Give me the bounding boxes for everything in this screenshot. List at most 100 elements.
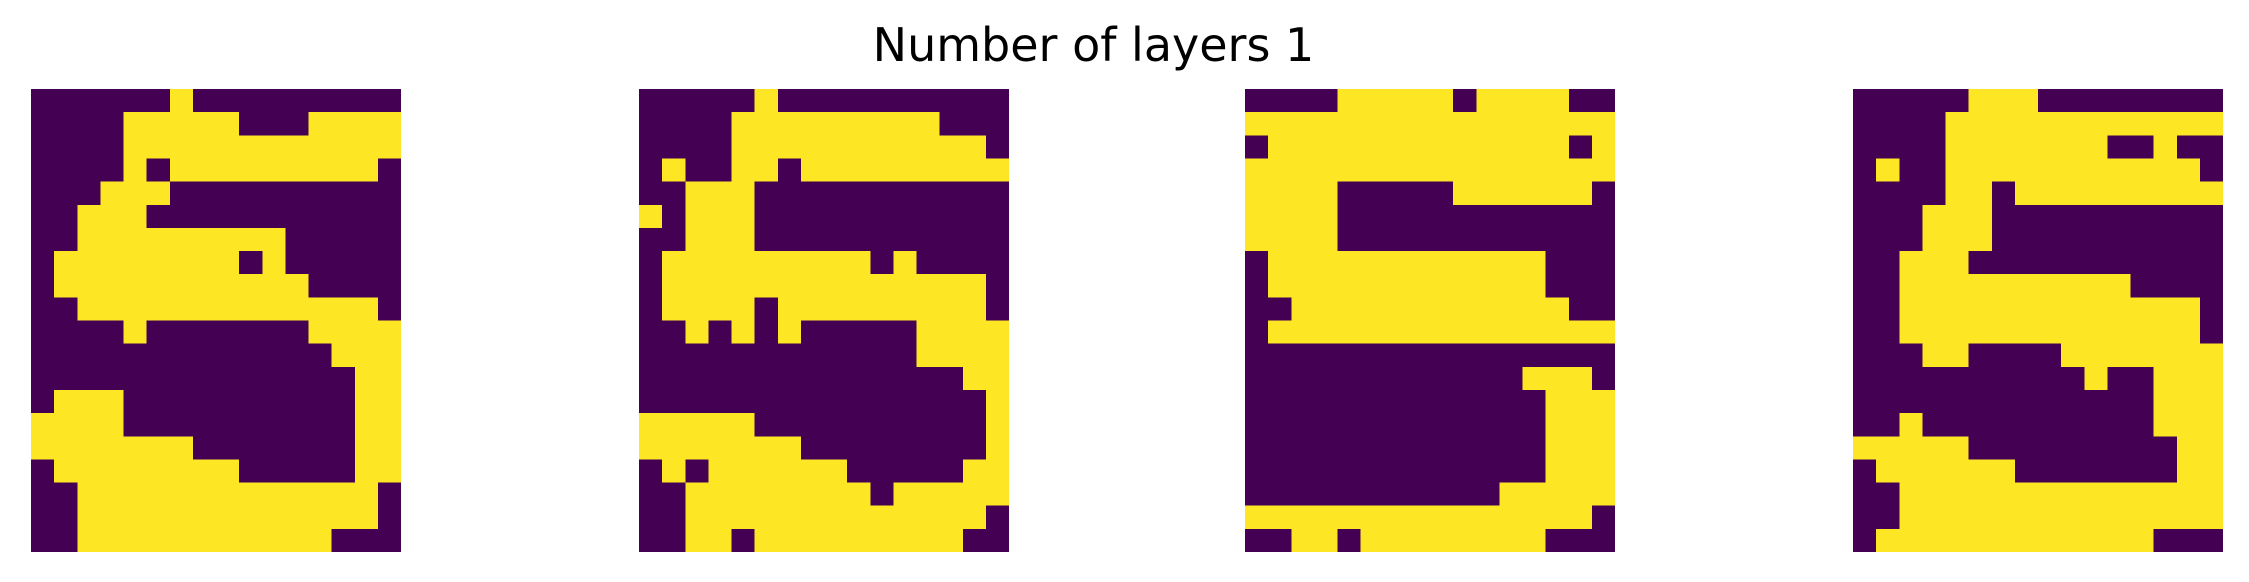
heatmap-cell — [169, 204, 194, 229]
heatmap-cell — [169, 274, 194, 298]
heatmap-cell — [146, 227, 171, 252]
heatmap-cell — [916, 297, 941, 321]
heatmap-cell — [777, 89, 802, 113]
heatmap-cell — [754, 274, 779, 298]
heatmap-cell — [1406, 528, 1431, 552]
heatmap-cell — [2061, 459, 2085, 484]
heatmap-cell — [1568, 297, 1593, 321]
heatmap-cell — [31, 158, 55, 183]
heatmap-cell — [285, 251, 309, 275]
heatmap-cell — [1922, 181, 1946, 206]
heatmap-cell — [800, 158, 825, 183]
heatmap-cell — [1876, 482, 1900, 507]
heatmap-cell — [847, 181, 871, 206]
heatmap-cell — [1268, 297, 1292, 321]
heatmap-cell — [916, 482, 941, 507]
heatmap-cell — [1430, 343, 1454, 368]
heatmap-cell — [1291, 528, 1315, 552]
heatmap-cell — [1899, 482, 1923, 507]
heatmap-cell — [262, 366, 286, 391]
heatmap-cell — [192, 112, 217, 136]
heatmap-cell — [1453, 343, 1477, 368]
heatmap-cell — [1899, 181, 1923, 206]
heatmap-cell — [1476, 112, 1500, 136]
heatmap-cell — [2038, 366, 2062, 391]
heatmap-cell — [54, 482, 78, 507]
heatmap-cell — [1853, 251, 1877, 275]
heatmap-cell — [1945, 389, 1970, 414]
heatmap-cell — [847, 89, 871, 113]
heatmap-cell — [285, 181, 309, 206]
heatmap-cell — [1545, 528, 1570, 552]
heatmap-cell — [1899, 413, 1923, 437]
heatmap-cell — [331, 158, 356, 183]
heatmap-cell — [2107, 135, 2131, 159]
heatmap-cell — [1337, 366, 1362, 391]
heatmap-cell — [285, 459, 309, 484]
heatmap-cell — [1568, 181, 1593, 206]
heatmap-cell — [1291, 251, 1315, 275]
heatmap-cell — [1476, 89, 1500, 113]
heatmap-cell — [1430, 389, 1454, 414]
heatmap-cell — [2130, 505, 2155, 530]
heatmap-cell — [2084, 158, 2108, 183]
heatmap-cell — [123, 482, 148, 507]
heatmap-cell — [639, 112, 663, 136]
heatmap-cell — [1568, 320, 1593, 345]
heatmap-cell — [2176, 482, 2201, 507]
heatmap-cell — [1314, 436, 1338, 460]
heatmap-cell — [2130, 343, 2155, 368]
heatmap-cell — [1545, 505, 1570, 530]
heatmap-cell — [962, 528, 987, 552]
heatmap-cell — [1853, 181, 1877, 206]
heatmap-cell — [308, 181, 333, 206]
heatmap-cell — [1245, 413, 1269, 437]
heatmap-cell — [1453, 505, 1477, 530]
heatmap-cell — [939, 112, 964, 136]
heatmap-cell — [962, 389, 987, 414]
heatmap-cell — [146, 459, 171, 484]
heatmap-cell — [847, 227, 871, 252]
heatmap-cell — [1245, 112, 1269, 136]
heatmap-cell — [123, 320, 148, 345]
heatmap-cell — [962, 135, 987, 159]
heatmap-cell — [331, 413, 356, 437]
heatmap-cell — [169, 320, 194, 345]
heatmap-cell — [169, 89, 194, 113]
heatmap-cell — [216, 251, 240, 275]
heatmap-cell — [1945, 227, 1970, 252]
heatmap-cell — [2084, 112, 2108, 136]
heatmap-cell — [1383, 251, 1408, 275]
heatmap-cell — [1899, 436, 1923, 460]
heatmap-cell — [31, 251, 55, 275]
heatmap-cell — [1314, 459, 1338, 484]
heatmap-cell — [331, 459, 356, 484]
heatmap-cell — [1291, 436, 1315, 460]
heatmap-cell — [1876, 158, 1900, 183]
heatmap-cell — [2176, 181, 2201, 206]
heatmap-cell — [1922, 505, 1946, 530]
heatmap-cell — [870, 158, 894, 183]
heatmap-cell — [824, 436, 848, 460]
heatmap-cell — [331, 251, 356, 275]
heatmap-cell — [77, 297, 101, 321]
heatmap-cell — [1991, 436, 2016, 460]
heatmap-cell — [754, 436, 779, 460]
heatmap-cell — [1314, 297, 1338, 321]
heatmap-cell — [1337, 459, 1362, 484]
heatmap-cell — [1853, 274, 1877, 298]
heatmap-cell — [916, 459, 941, 484]
heatmap-cell — [1991, 181, 2016, 206]
heatmap-cell — [100, 251, 124, 275]
heatmap-cell — [100, 204, 124, 229]
heatmap-cell — [123, 343, 148, 368]
heatmap-cell — [708, 251, 732, 275]
heatmap-cell — [285, 528, 309, 552]
heatmap-cell — [54, 320, 78, 345]
heatmap-cell — [2061, 297, 2085, 321]
heatmap-cell — [1899, 204, 1923, 229]
heatmap-cell — [2038, 135, 2062, 159]
heatmap-cell — [1383, 227, 1408, 252]
heatmap-cell — [847, 204, 871, 229]
heatmap-cell — [1337, 528, 1362, 552]
